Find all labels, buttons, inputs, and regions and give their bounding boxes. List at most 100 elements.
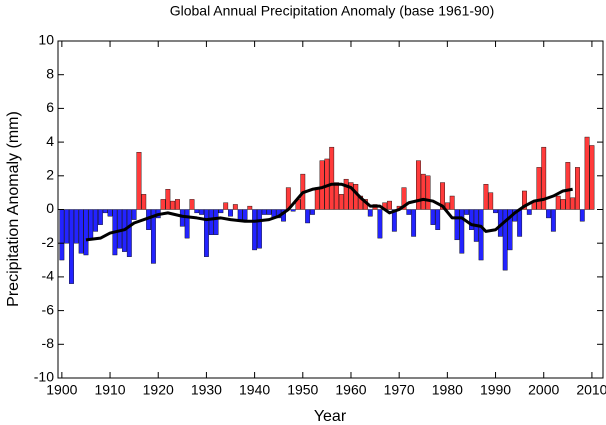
bar — [517, 209, 523, 237]
bar — [261, 209, 267, 215]
bar — [117, 209, 123, 249]
bar — [175, 199, 180, 210]
x-tick-label: 1950 — [287, 382, 318, 398]
bar — [401, 187, 407, 210]
bar — [430, 209, 436, 225]
y-tick-label: 4 — [46, 133, 54, 149]
bar — [247, 205, 253, 210]
bar — [502, 209, 508, 271]
bar — [160, 199, 166, 210]
bar — [136, 152, 142, 210]
bar — [416, 160, 421, 210]
bar — [97, 209, 103, 225]
bar — [464, 209, 470, 215]
y-axis-label: Precipitation Anomaly (mm) — [5, 111, 22, 307]
bar — [165, 189, 171, 210]
x-tick-label: 1990 — [480, 382, 511, 398]
bar — [343, 178, 349, 210]
bar — [204, 209, 209, 257]
bar — [131, 209, 137, 220]
bar — [449, 195, 455, 210]
y-tick-label: 8 — [46, 65, 54, 81]
bar — [213, 209, 219, 235]
bar — [218, 209, 224, 214]
bar — [232, 204, 238, 210]
bar — [454, 209, 460, 241]
bar — [290, 209, 296, 212]
y-tick-label: 0 — [46, 200, 54, 216]
bar — [88, 209, 94, 241]
y-tick-label: -4 — [42, 268, 55, 284]
bar — [575, 167, 580, 210]
x-tick-label: 1940 — [239, 382, 270, 398]
bar — [199, 209, 205, 215]
bar — [184, 209, 190, 239]
bar — [555, 195, 561, 210]
bar — [93, 209, 99, 232]
bar — [141, 194, 147, 210]
bar — [73, 209, 79, 244]
bar — [570, 197, 576, 210]
bar — [150, 209, 156, 264]
bar — [107, 209, 113, 217]
bar — [488, 192, 494, 210]
x-tick-label: 1970 — [384, 382, 415, 398]
bar — [391, 209, 397, 232]
bar — [314, 187, 320, 210]
bar — [579, 209, 585, 222]
x-tick-label: 2010 — [576, 382, 606, 398]
bar — [334, 182, 339, 210]
bar — [305, 209, 311, 224]
bar — [526, 209, 532, 215]
bar — [69, 209, 74, 284]
y-tick-label: 10 — [38, 32, 54, 48]
bar — [387, 200, 392, 210]
chart-title: Global Annual Precipitation Anomaly (bas… — [170, 3, 495, 19]
bar — [546, 209, 551, 219]
x-tick-label: 2000 — [528, 382, 559, 398]
bar — [406, 209, 412, 215]
bar — [459, 209, 465, 254]
x-tick-label: 1930 — [191, 382, 222, 398]
bar — [367, 209, 373, 217]
x-tick-label: 1980 — [432, 382, 463, 398]
bar — [257, 209, 262, 249]
bar — [228, 209, 233, 217]
y-tick-label: 2 — [46, 167, 54, 183]
bar — [536, 167, 542, 210]
x-tick-label: 1960 — [335, 382, 366, 398]
bar — [194, 209, 200, 214]
bar — [170, 200, 176, 210]
y-tick-label: 6 — [46, 99, 54, 115]
bar — [469, 209, 474, 230]
bar — [493, 209, 498, 214]
bar — [252, 209, 258, 251]
bar — [584, 136, 590, 210]
bar — [444, 202, 450, 210]
bar — [126, 209, 132, 257]
bar — [589, 145, 595, 210]
x-tick-label: 1910 — [94, 382, 125, 398]
bar — [425, 175, 431, 210]
bar — [266, 209, 272, 215]
bar — [411, 209, 417, 237]
bar — [478, 209, 484, 261]
bar — [550, 209, 556, 232]
y-tick-label: -8 — [42, 335, 55, 351]
bar — [319, 160, 325, 210]
bar — [440, 182, 445, 210]
smoothed-line — [85, 182, 573, 242]
bar — [329, 146, 335, 210]
bar — [242, 209, 248, 220]
bar — [353, 184, 359, 210]
bar — [348, 182, 354, 210]
bar — [102, 209, 108, 214]
bar — [59, 209, 65, 261]
bar — [522, 190, 527, 210]
bar — [338, 194, 344, 210]
x-tick-label: 1900 — [46, 382, 77, 398]
bar — [83, 209, 89, 256]
bar — [189, 199, 195, 210]
bar — [208, 209, 214, 235]
